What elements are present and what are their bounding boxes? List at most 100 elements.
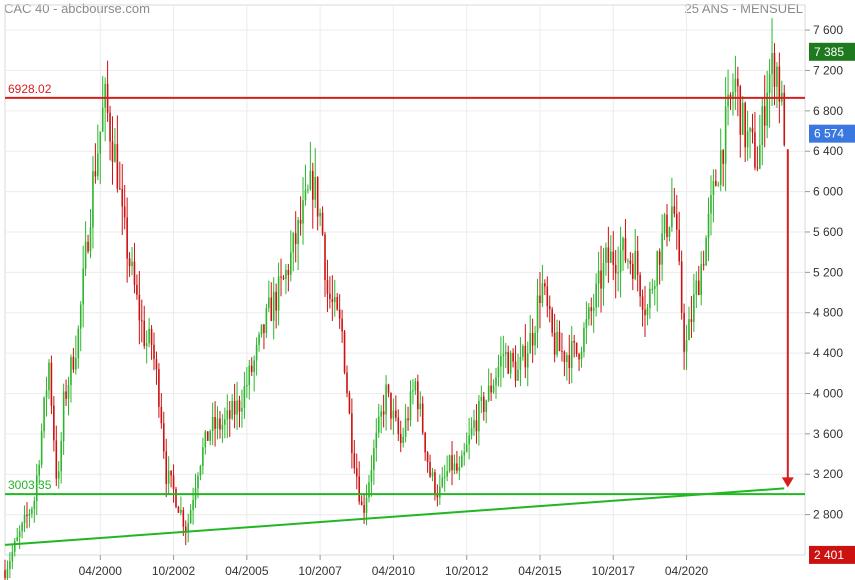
- candle-body: [597, 270, 600, 284]
- candle-body: [119, 188, 121, 190]
- candle-body: [715, 180, 717, 186]
- candle-body: [111, 141, 114, 162]
- candle-body: [243, 386, 246, 408]
- candle-body: [77, 328, 80, 359]
- candle-body: [299, 219, 302, 224]
- candle-body: [783, 92, 786, 145]
- axes: 7 600 7 200 6 800 6 400 6 000 5 600 5 200 4 800…: [79, 23, 855, 578]
- candle-body: [588, 307, 590, 320]
- candle-body: [253, 360, 255, 372]
- candle-body: [250, 365, 253, 372]
- candle-body: [590, 307, 593, 312]
- candle-body: [683, 312, 685, 352]
- candle-body: [4, 570, 6, 579]
- candle-body: [248, 365, 251, 386]
- candle-body: [541, 283, 544, 304]
- candle-body: [409, 391, 412, 421]
- candle-body: [614, 264, 617, 274]
- candle-body: [182, 510, 185, 527]
- candle-body: [548, 306, 551, 310]
- candle-body: [145, 343, 148, 346]
- candle-body: [373, 448, 375, 470]
- candle-body: [776, 66, 778, 87]
- candle-body: [658, 251, 661, 265]
- candle-body: [399, 433, 402, 444]
- candle-body: [126, 217, 128, 259]
- candle-body: [60, 441, 62, 472]
- candle-body: [277, 276, 280, 311]
- candle-body: [311, 170, 314, 200]
- candle-body: [236, 400, 238, 415]
- candle-body: [443, 476, 446, 478]
- candle-body: [280, 276, 282, 278]
- candle-body: [673, 206, 676, 214]
- candle-body: [187, 523, 190, 532]
- candle-body: [631, 263, 634, 279]
- candle-body: [202, 447, 204, 467]
- candle-body: [160, 406, 163, 424]
- candle-body: [45, 390, 48, 398]
- candle-body: [707, 213, 710, 238]
- candle-body: [695, 280, 698, 295]
- candle-body: [346, 372, 348, 394]
- candle-body: [524, 345, 527, 368]
- candle-body: [21, 523, 23, 532]
- candle-body: [551, 309, 553, 333]
- candle-body: [199, 466, 202, 476]
- candle-body: [741, 102, 744, 135]
- candle-body: [35, 475, 38, 501]
- candle-body: [136, 284, 138, 295]
- candle-body: [600, 270, 602, 289]
- candle-body: [473, 420, 475, 428]
- candle-body: [133, 261, 136, 285]
- candle-body: [123, 206, 126, 218]
- candle-body: [321, 212, 324, 235]
- candle-body: [771, 53, 773, 75]
- candle-body: [87, 241, 89, 252]
- candle-body: [55, 440, 58, 479]
- candle-body: [678, 229, 681, 262]
- candle-body: [734, 78, 737, 92]
- candle-body: [412, 390, 414, 392]
- candle-body: [680, 261, 683, 313]
- x-tick-label: 04/2010: [372, 564, 416, 578]
- candle-body: [700, 264, 702, 296]
- candle-body: [773, 53, 776, 87]
- candle-body: [453, 463, 456, 471]
- candle-body: [275, 291, 277, 311]
- candle-body: [414, 381, 417, 391]
- candle-body: [653, 286, 656, 289]
- candle-body: [377, 416, 380, 433]
- candle-body: [148, 328, 150, 344]
- candle-body: [697, 280, 700, 296]
- candle-body: [370, 469, 373, 483]
- candle-body: [607, 247, 610, 263]
- candle-body: [534, 332, 536, 346]
- y-tick-label: 4 000: [813, 386, 843, 400]
- candle-body: [358, 476, 361, 502]
- candle-body: [375, 432, 378, 449]
- candle-body: [131, 261, 133, 267]
- candle-body: [165, 451, 168, 484]
- candle-body: [258, 334, 260, 345]
- candle-body: [578, 354, 580, 360]
- candle-body: [595, 283, 597, 308]
- candle-body: [260, 324, 263, 335]
- candle-body: [439, 486, 441, 498]
- y-tick-label: 5 600: [813, 225, 843, 239]
- candle-body: [404, 418, 407, 437]
- candle-body: [441, 477, 444, 487]
- y-tick-label: 4 800: [813, 306, 843, 320]
- y-tick-label: 7 200: [813, 63, 843, 77]
- candle-body: [507, 351, 510, 374]
- candle-body: [395, 410, 397, 418]
- candle-body: [536, 295, 539, 333]
- candle-body: [446, 471, 448, 477]
- candle-body: [754, 132, 756, 168]
- candle-body: [204, 431, 207, 448]
- candle-body: [192, 499, 194, 510]
- candle-body: [16, 536, 19, 542]
- candle-body: [355, 468, 358, 477]
- x-tick-label: 04/2015: [518, 564, 562, 578]
- candle-body: [314, 177, 317, 200]
